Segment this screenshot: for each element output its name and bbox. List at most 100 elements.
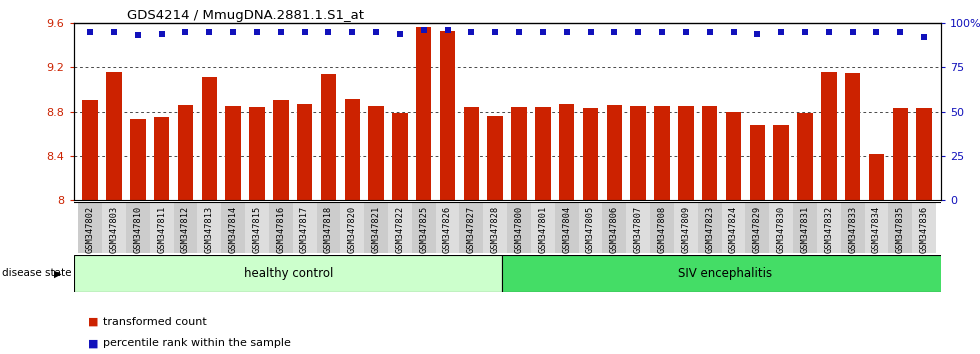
Bar (603, 202, 626, 253)
Bar (269, 202, 293, 253)
Bar (483, 202, 508, 253)
Bar (555, 202, 578, 253)
Bar (225, 106, 241, 200)
Bar (503, 255, 948, 292)
Text: GSM347809: GSM347809 (681, 206, 690, 253)
Bar (78, 202, 102, 253)
Bar (746, 202, 769, 253)
Text: GSM347835: GSM347835 (896, 206, 905, 253)
Text: GSM347814: GSM347814 (228, 206, 237, 253)
Bar (508, 202, 531, 253)
Bar (154, 117, 170, 200)
Text: GSM347826: GSM347826 (443, 206, 452, 253)
Text: GSM347803: GSM347803 (110, 206, 119, 253)
Bar (345, 99, 360, 200)
Bar (678, 106, 694, 200)
Text: GSM347806: GSM347806 (610, 206, 619, 253)
Bar (650, 202, 674, 253)
Bar (578, 202, 603, 253)
Bar (197, 202, 221, 253)
Text: GSM347817: GSM347817 (300, 206, 309, 253)
Bar (464, 107, 479, 200)
Bar (773, 125, 789, 200)
Text: GSM347833: GSM347833 (848, 206, 858, 253)
Bar (845, 73, 860, 200)
Bar (416, 27, 431, 200)
Bar (750, 125, 765, 200)
Text: ■: ■ (88, 338, 99, 348)
Bar (245, 202, 269, 253)
Text: GSM347832: GSM347832 (824, 206, 833, 253)
Text: GSM347804: GSM347804 (563, 206, 571, 253)
Bar (698, 202, 721, 253)
Bar (674, 202, 698, 253)
Text: GSM347807: GSM347807 (634, 206, 643, 253)
Bar (320, 74, 336, 200)
Text: GSM347830: GSM347830 (777, 206, 786, 253)
Bar (368, 106, 384, 200)
Bar (392, 113, 408, 200)
Text: disease state: disease state (2, 268, 72, 279)
Bar (125, 202, 150, 253)
Text: GSM347836: GSM347836 (919, 206, 929, 253)
Text: GSM347811: GSM347811 (157, 206, 167, 253)
Text: ■: ■ (88, 317, 99, 327)
Bar (626, 202, 650, 253)
Bar (173, 202, 197, 253)
Bar (655, 106, 669, 200)
Bar (82, 101, 98, 200)
Bar (365, 202, 388, 253)
Text: percentile rank within the sample: percentile rank within the sample (103, 338, 291, 348)
Text: GSM347829: GSM347829 (753, 206, 761, 253)
Text: GSM347822: GSM347822 (395, 206, 405, 253)
Text: GSM347815: GSM347815 (253, 206, 262, 253)
Bar (293, 202, 317, 253)
Bar (912, 202, 936, 253)
Bar (388, 202, 412, 253)
Text: GSM347813: GSM347813 (205, 206, 214, 253)
Bar (273, 101, 288, 200)
Bar (559, 104, 574, 200)
Bar (583, 108, 598, 200)
Text: GSM347805: GSM347805 (586, 206, 595, 253)
Text: GSM347800: GSM347800 (514, 206, 523, 253)
Text: GSM347825: GSM347825 (419, 206, 428, 253)
Bar (460, 202, 483, 253)
Text: GSM347820: GSM347820 (348, 206, 357, 253)
Bar (868, 154, 884, 200)
Bar (102, 202, 125, 253)
Text: GSM347810: GSM347810 (133, 206, 142, 253)
Text: GSM347831: GSM347831 (801, 206, 809, 253)
Bar (721, 202, 746, 253)
Bar (202, 77, 217, 200)
Bar (177, 105, 193, 200)
Bar (821, 72, 837, 200)
Text: SIV encephalitis: SIV encephalitis (678, 267, 772, 280)
Bar (726, 112, 741, 200)
Bar (607, 105, 622, 200)
Text: GSM347823: GSM347823 (706, 206, 714, 253)
Text: ▶: ▶ (54, 268, 62, 279)
Text: GSM347812: GSM347812 (181, 206, 190, 253)
Bar (817, 202, 841, 253)
Bar (864, 202, 889, 253)
Bar (889, 202, 912, 253)
Text: GSM347821: GSM347821 (371, 206, 380, 253)
Bar (74, 255, 503, 292)
Bar (487, 116, 503, 200)
Text: GSM347802: GSM347802 (85, 206, 95, 253)
Bar (531, 202, 555, 253)
Text: GSM347808: GSM347808 (658, 206, 666, 253)
Bar (297, 104, 313, 200)
Bar (630, 106, 646, 200)
Bar (702, 106, 717, 200)
Text: healthy control: healthy control (244, 267, 334, 280)
Bar (249, 107, 265, 200)
Bar (841, 202, 864, 253)
Bar (440, 31, 456, 200)
Bar (535, 107, 551, 200)
Bar (893, 108, 908, 200)
Text: GSM347834: GSM347834 (872, 206, 881, 253)
Bar (412, 202, 436, 253)
Bar (512, 107, 527, 200)
